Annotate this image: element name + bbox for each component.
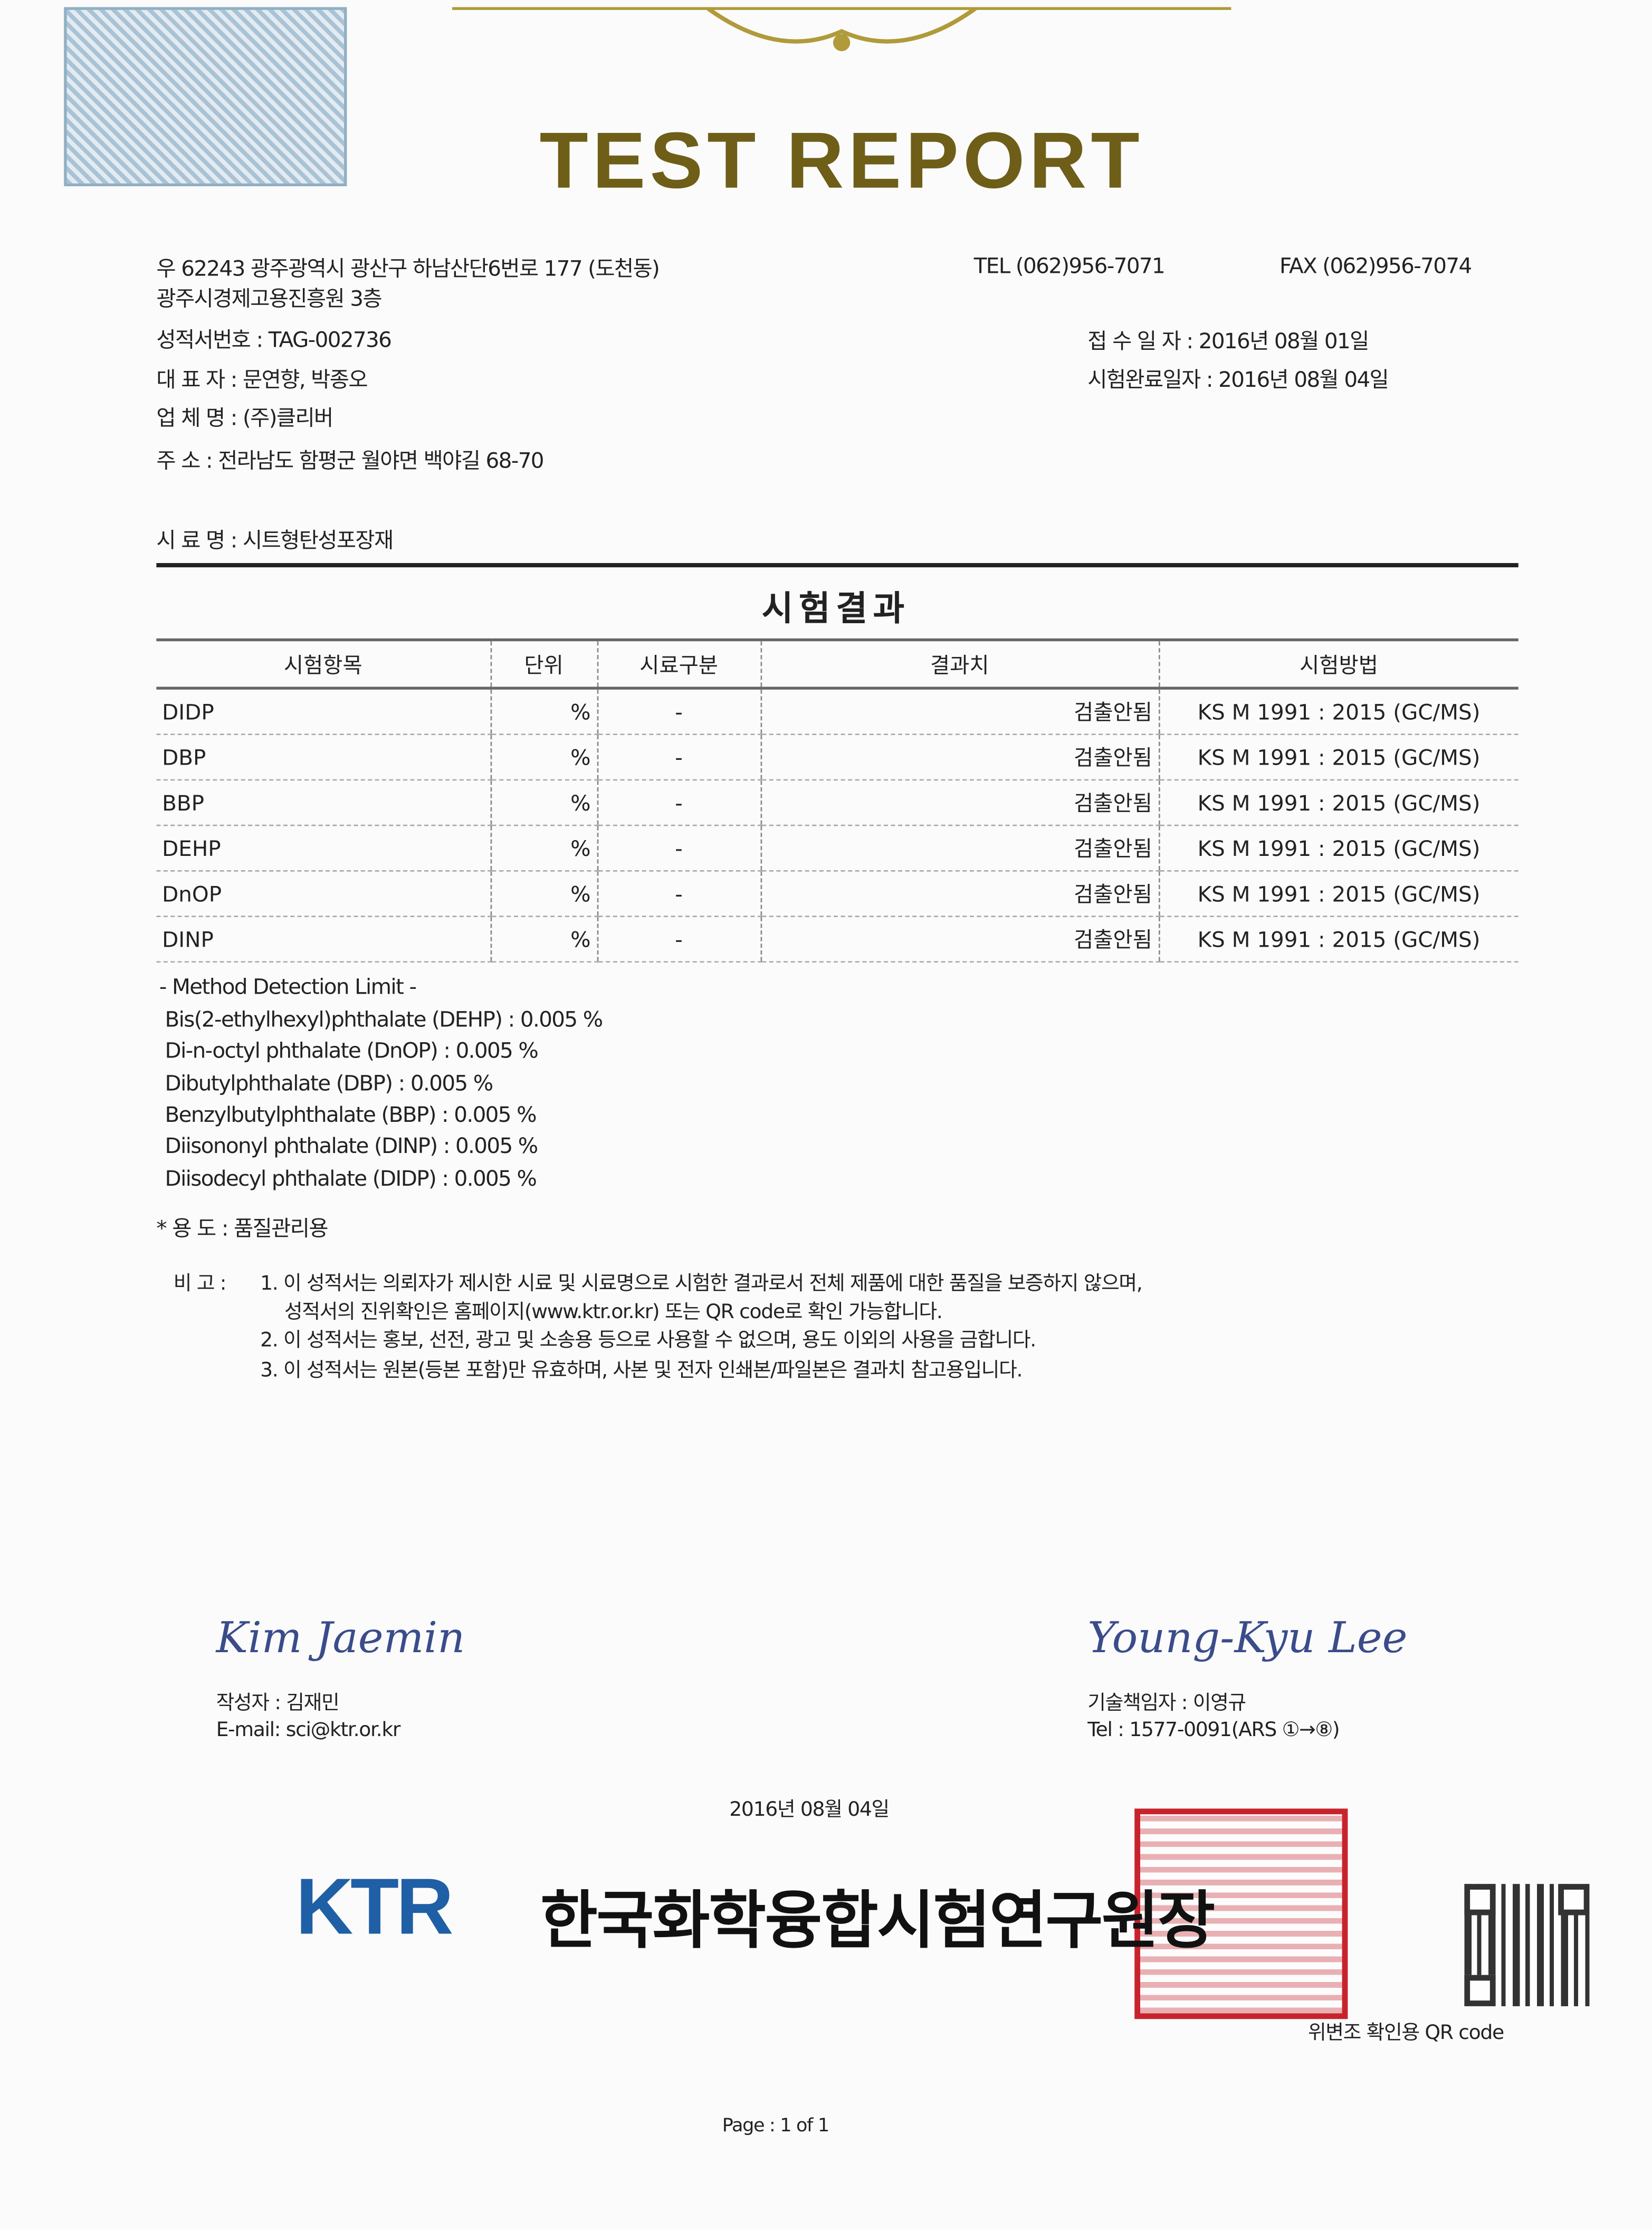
- issue-date: 2016년 08월 04일: [729, 1798, 890, 1822]
- column-header: 단위: [490, 638, 597, 690]
- table-row: DBP% - 검출안됨 KS M 1991 : 2015 (GC/MS): [156, 734, 1519, 781]
- cell-result: 검출안됨: [760, 871, 1159, 917]
- mdl-line: Diisononyl phthalate (DINP) : 0.005 %: [165, 1133, 539, 1159]
- remark-line: 2. 이 성적서는 홍보, 선전, 광고 및 소송용 등으로 사용할 수 없으며…: [260, 1329, 1036, 1352]
- remark-line: 1. 이 성적서는 의뢰자가 제시한 시료 및 시료명으로 시험한 결과로서 전…: [260, 1272, 1143, 1295]
- remark-line: 3. 이 성적서는 원본(등본 포함)만 유효하며, 사본 및 전자 인쇄본/파…: [260, 1359, 1023, 1383]
- cell-sample: -: [596, 825, 761, 872]
- qr-code[interactable]: [1464, 1884, 1590, 2006]
- representative: 대 표 자 : 문연향, 박종오: [156, 367, 368, 393]
- cell-result: 검출안됨: [760, 779, 1159, 826]
- report-number: 성적서번호 : TAG-002736: [156, 327, 391, 353]
- remarks-label: 비 고 :: [173, 1272, 227, 1295]
- completed-date: 시험완료일자 : 2016년 08월 04일: [1087, 367, 1389, 393]
- mdl-line: Diisodecyl phthalate (DIDP) : 0.005 %: [165, 1165, 537, 1191]
- table-row: BBP% - 검출안됨 KS M 1991 : 2015 (GC/MS): [156, 779, 1519, 826]
- received-date: 접 수 일 자 : 2016년 08월 01일: [1087, 328, 1369, 354]
- certification-stamp-image: [64, 7, 347, 186]
- cell-sample: -: [596, 688, 761, 736]
- cell-method: KS M 1991 : 2015 (GC/MS): [1158, 779, 1519, 826]
- lab-fax: FAX (062)956-7074: [1279, 253, 1472, 279]
- table-row: DIDP% - 검출안됨 KS M 1991 : 2015 (GC/MS): [156, 688, 1519, 736]
- cell-unit: %: [490, 688, 597, 736]
- table-header: 시험항목 단위 시료구분 결과치 시험방법: [156, 638, 1519, 690]
- cell-sample: -: [596, 779, 761, 826]
- cell-sample: -: [596, 871, 761, 917]
- cell-item: DIDP: [156, 688, 491, 736]
- cell-item: BBP: [156, 779, 491, 826]
- table-row: DnOP% - 검출안됨 KS M 1991 : 2015 (GC/MS): [156, 871, 1519, 917]
- cell-method: KS M 1991 : 2015 (GC/MS): [1158, 825, 1519, 872]
- author-email: E-mail: sci@ktr.or.kr: [216, 1719, 401, 1742]
- mdl-title: - Method Detection Limit -: [159, 974, 417, 1000]
- author-name: 작성자 : 김재민: [216, 1692, 340, 1715]
- ktr-logo: KTR: [295, 1861, 453, 1951]
- cell-result: 검출안됨: [760, 688, 1159, 736]
- cell-unit: %: [490, 871, 597, 917]
- signature-right: Young-Kyu Lee: [1087, 1614, 1408, 1664]
- official-seal: [1134, 1808, 1348, 2019]
- qr-caption: 위변조 확인용 QR code: [1307, 2022, 1504, 2045]
- technical-manager-tel: Tel : 1577-0091(ARS ①→⑧): [1087, 1719, 1340, 1742]
- page-number: Page : 1 of 1: [722, 2115, 829, 2137]
- column-header: 시험방법: [1158, 638, 1519, 690]
- cell-result: 검출안됨: [760, 916, 1159, 963]
- cell-unit: %: [490, 734, 597, 781]
- purpose: * 용 도 : 품질관리용: [156, 1215, 328, 1242]
- gold-ornament: [452, 6, 1231, 52]
- cell-sample: -: [596, 734, 761, 781]
- cell-result: 검출안됨: [760, 825, 1159, 872]
- results-title: 시험결과: [761, 588, 910, 628]
- cell-item: DBP: [156, 734, 491, 781]
- cell-item: DINP: [156, 916, 491, 963]
- cell-method: KS M 1991 : 2015 (GC/MS): [1158, 688, 1519, 736]
- cell-unit: %: [490, 825, 597, 872]
- sample-name: 시 료 명 : 시트형탄성포장재: [156, 527, 394, 554]
- results-table: 시험항목 단위 시료구분 결과치 시험방법 DIDP% - 검출안됨 KS M 199…: [156, 638, 1519, 963]
- column-header: 시료구분: [596, 638, 761, 690]
- mdl-line: Dibutylphthalate (DBP) : 0.005 %: [165, 1070, 494, 1096]
- cell-item: DEHP: [156, 825, 491, 872]
- lab-tel: TEL (062)956-7071: [973, 253, 1166, 279]
- signature-left: Kim Jaemin: [216, 1614, 465, 1664]
- remark-line: 성적서의 진위확인은 홈페이지(www.ktr.or.kr) 또는 QR cod…: [284, 1301, 943, 1324]
- organization-name: 한국화학융합시험연구원장: [540, 1885, 1215, 1958]
- divider: [156, 563, 1519, 568]
- cell-method: KS M 1991 : 2015 (GC/MS): [1158, 871, 1519, 917]
- cell-sample: -: [596, 916, 761, 963]
- cell-unit: %: [490, 779, 597, 826]
- mdl-line: Bis(2-ethylhexyl)phthalate (DEHP) : 0.00…: [165, 1006, 604, 1033]
- report-title: TEST REPORT: [539, 115, 1144, 205]
- table-row: DEHP% - 검출안됨 KS M 1991 : 2015 (GC/MS): [156, 825, 1519, 872]
- company-name: 업 체 명 : (주)클리버: [156, 405, 333, 431]
- cell-result: 검출안됨: [760, 734, 1159, 781]
- cell-method: KS M 1991 : 2015 (GC/MS): [1158, 734, 1519, 781]
- company-address: 주 소 : 전라남도 함평군 월야면 백야길 68-70: [156, 447, 544, 474]
- mdl-line: Benzylbutylphthalate (BBP) : 0.005 %: [165, 1101, 537, 1128]
- table-row: DINP% - 검출안됨 KS M 1991 : 2015 (GC/MS): [156, 916, 1519, 963]
- cell-unit: %: [490, 916, 597, 963]
- mdl-line: Di-n-octyl phthalate (DnOP) : 0.005 %: [165, 1038, 539, 1064]
- cell-method: KS M 1991 : 2015 (GC/MS): [1158, 916, 1519, 963]
- lab-address: 우 62243 광주광역시 광산구 하남산단6번로 177 (도천동): [156, 256, 660, 282]
- column-header: 시험항목: [156, 638, 491, 690]
- lab-address-2: 광주시경제고용진흥원 3층: [156, 285, 382, 312]
- technical-manager: 기술책임자 : 이영규: [1087, 1692, 1246, 1715]
- column-header: 결과치: [760, 638, 1159, 690]
- cell-item: DnOP: [156, 871, 491, 917]
